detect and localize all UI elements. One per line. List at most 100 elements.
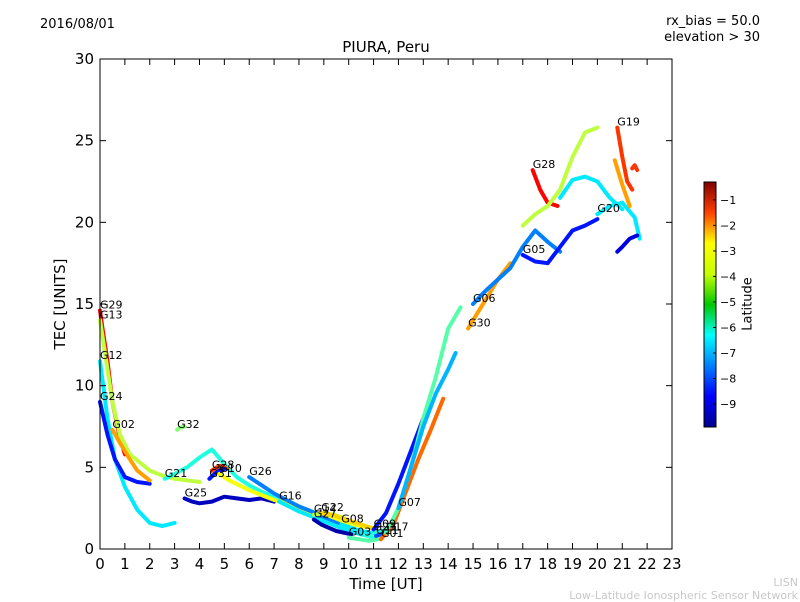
elevation-label: elevation > 30 — [664, 30, 760, 45]
series-label: G25 — [185, 486, 208, 499]
series-label: G32 — [177, 418, 200, 431]
x-tick-label: 0 — [95, 555, 105, 573]
rx-bias-label: rx_bias = 50.0 — [666, 14, 760, 29]
series-label: G08 — [341, 513, 364, 526]
series-line-g16 — [277, 499, 364, 537]
series-line-g31 — [207, 467, 227, 481]
series-line-g02 — [110, 427, 152, 483]
series-label: G17 — [386, 521, 409, 534]
axis-ticks: 0 1 2 3 4 5 6 7 8 9 10 11 12 13 14 15 16 17 18 19 20 21 22 2305… — [75, 50, 682, 573]
x-tick-label: 8 — [294, 555, 304, 573]
series-label: G05 — [523, 243, 546, 256]
series-label: G29 — [100, 299, 123, 312]
colorbar-tick-label: −7 — [720, 347, 736, 360]
series-line-g17 — [384, 305, 463, 535]
colorbar-tick-label: −5 — [720, 296, 736, 309]
x-tick-label: 16 — [488, 555, 507, 573]
y-tick-label: 25 — [75, 132, 94, 150]
series-line-g20 — [595, 200, 642, 241]
series-line-g25 — [182, 494, 277, 506]
parameters-label: rx_bias = 50.0 elevation > 30 — [664, 14, 760, 46]
x-tick-label: 2 — [145, 555, 155, 573]
series-label: G06 — [473, 292, 496, 305]
series-layer — [98, 125, 642, 543]
series-label: G10 — [219, 462, 242, 475]
series-label: G23 — [374, 521, 397, 534]
x-tick-label: 10 — [339, 555, 358, 573]
series-line-g19 — [615, 125, 635, 192]
x-tick-label: 22 — [638, 555, 657, 573]
series-label: G11 — [376, 524, 399, 537]
x-tick-label: 3 — [170, 555, 180, 573]
x-tick-label: 4 — [195, 555, 205, 573]
series-line-g28 — [530, 168, 560, 208]
y-tick-label: 15 — [75, 295, 94, 313]
series-line-g12 — [98, 359, 177, 529]
y-tick-label: 0 — [84, 540, 94, 558]
series-label: G13 — [100, 308, 123, 321]
x-tick-label: 6 — [244, 555, 254, 573]
series-line-g07 — [396, 351, 458, 511]
series-line-g05 — [520, 217, 600, 266]
series-label: G31 — [209, 467, 232, 480]
series-label: G30 — [468, 317, 491, 330]
x-tick-label: 19 — [563, 555, 582, 573]
x-tick-label: 1 — [120, 555, 130, 573]
x-tick-label: 11 — [364, 555, 383, 573]
series-line-unlabeled-30 — [520, 125, 600, 228]
colorbar-tick-label: −1 — [720, 194, 736, 207]
x-tick-label: 15 — [463, 555, 482, 573]
series-line-g10 — [217, 471, 376, 530]
series-line-g09 — [371, 416, 426, 532]
series-label: G01 — [381, 527, 404, 540]
series-label: G26 — [249, 465, 272, 478]
series-line-g06 — [471, 228, 563, 306]
series-line-g26 — [247, 475, 351, 530]
series-line-g27 — [311, 517, 354, 537]
series-label: G12 — [100, 349, 123, 362]
series-label: G24 — [100, 390, 123, 403]
x-axis-label: Time [UT] — [349, 575, 423, 593]
series-line-unlabeled-34 — [630, 163, 640, 173]
series-label: G27 — [314, 508, 337, 521]
x-tick-label: 18 — [538, 555, 557, 573]
x-tick-label: 20 — [588, 555, 607, 573]
colorbar-tick-label: −3 — [720, 245, 736, 258]
y-tick-label: 20 — [75, 213, 94, 231]
y-tick-label: 10 — [75, 377, 94, 395]
series-label: G21 — [165, 467, 188, 480]
colorbar-tick-label: −6 — [720, 321, 736, 334]
series-label: G19 — [617, 116, 640, 129]
series-line-g24 — [98, 400, 152, 486]
series-label: G07 — [398, 496, 421, 509]
x-tick-label: 17 — [513, 555, 532, 573]
x-tick-label: 9 — [319, 555, 329, 573]
series-label: G20 — [597, 202, 620, 215]
series-label: G22 — [321, 501, 344, 514]
series-label: G03 — [349, 526, 372, 539]
series-label: G09 — [374, 517, 397, 530]
chart-title: PIURA, Peru — [342, 38, 430, 56]
series-label: G28 — [212, 459, 235, 472]
x-tick-label: 14 — [439, 555, 458, 573]
x-tick-label: 5 — [220, 555, 230, 573]
x-tick-label: 21 — [613, 555, 632, 573]
series-line-g22 — [319, 511, 374, 530]
x-tick-label: 23 — [662, 555, 681, 573]
series-label: G28 — [533, 158, 556, 171]
footer-line-2: Low-Latitude Ionospheric Sensor Network — [569, 589, 798, 602]
series-line-g13 — [98, 318, 202, 484]
footer-credit: LISN Low-Latitude Ionospheric Sensor Net… — [569, 576, 798, 602]
footer-line-1: LISN — [773, 576, 798, 589]
colorbar-tick-label: −9 — [720, 398, 736, 411]
x-tick-label: 12 — [389, 555, 408, 573]
y-tick-label: 5 — [84, 458, 94, 476]
colorbar-ticks: −1 −2 −3 −4 −5 −6 −7 −8 −9 — [713, 194, 736, 411]
date-label: 2016/08/01 — [40, 17, 115, 32]
y-tick-label: 30 — [75, 50, 94, 68]
colorbar-tick-label: −4 — [720, 270, 736, 283]
series-line-unlabeled-31 — [558, 174, 625, 212]
x-tick-label: 13 — [414, 555, 433, 573]
